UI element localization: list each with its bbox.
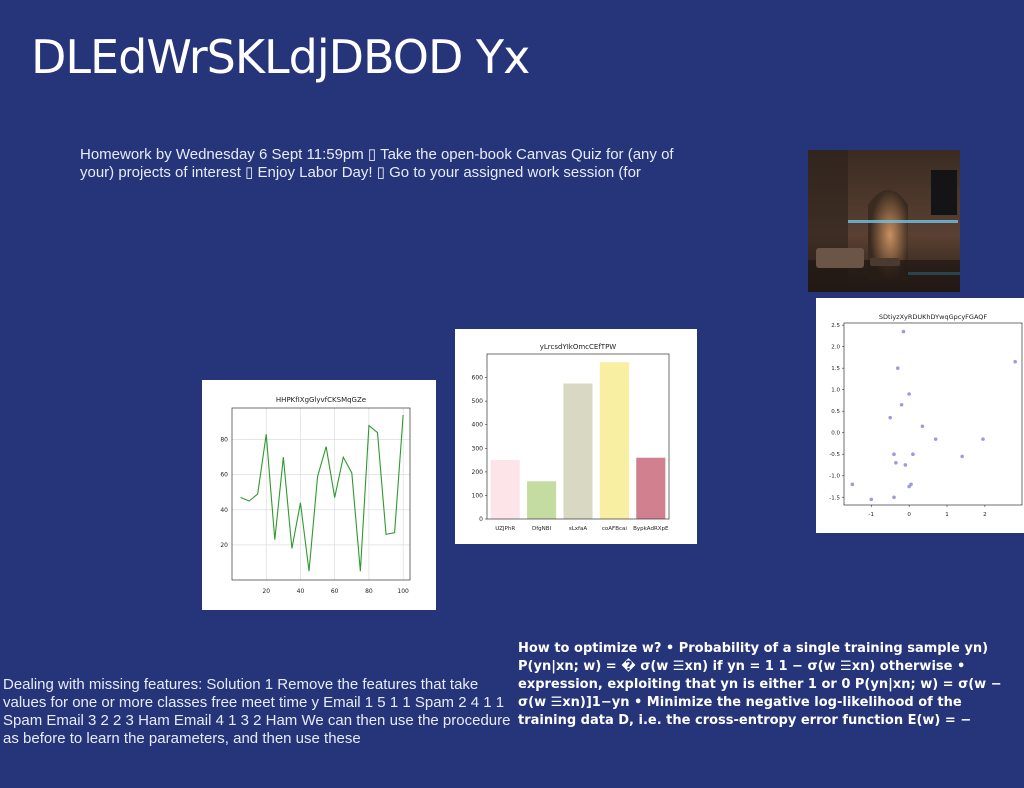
scatter-point (894, 461, 898, 465)
chart-title: yLrcsdYIkOmcCEfTPW (540, 343, 617, 351)
y-tick-label: 1.5 (831, 366, 840, 372)
x-tick-label: DfgNBI (532, 526, 552, 532)
x-tick-label: 80 (365, 588, 373, 595)
scatter-point (920, 424, 925, 429)
bar (527, 481, 557, 519)
scatter-point (850, 482, 855, 487)
scatter-point (911, 452, 915, 457)
x-tick-label: 20 (262, 588, 270, 595)
x-tick-label: coAFBcai (602, 526, 627, 532)
chart-title: SDtiyzXyRDUKhDYwqGpcyFGAQF (879, 313, 988, 321)
y-tick-label: -1.0 (829, 474, 840, 480)
plot-frame (486, 353, 670, 520)
scatter-point (907, 484, 911, 489)
y-tick-label: 100 (472, 492, 484, 499)
x-tick-label: sLxfaA (569, 526, 587, 532)
plot-frame (843, 322, 1023, 506)
y-tick-label: 1.0 (831, 388, 840, 394)
scatter-point (903, 463, 908, 467)
homework-text: Homework by Wednesday 6 Sept 11:59pm ▯ T… (80, 146, 674, 181)
bar (563, 383, 593, 519)
y-tick-label: 0.5 (831, 409, 840, 415)
y-tick-label: 500 (472, 398, 484, 405)
line-chart: HHPKfIXgGlyvfCKSMqGZe 20 40 60 80 100 20 40 60 80 (202, 380, 436, 610)
scatter-point (1013, 359, 1017, 364)
bar (490, 460, 520, 519)
plot-frame (231, 407, 411, 581)
x-tick-label: UZJPhR (495, 526, 515, 532)
y-tick-label: -1.5 (829, 495, 840, 501)
scatter-point (869, 497, 874, 502)
x-tick-label: BypkAdRXpE (633, 526, 669, 532)
scatter-point (892, 452, 896, 457)
x-tick-label: 100 (397, 588, 409, 595)
y-tick-label: 400 (472, 422, 484, 429)
y-tick-label: 300 (472, 445, 484, 452)
line-series (240, 414, 404, 572)
scatter-point (888, 415, 893, 420)
y-tick-label: 40 (220, 507, 228, 514)
scatter-point (895, 366, 900, 370)
y-tick-label: -0.5 (829, 452, 840, 458)
missing-features-text: Dealing with missing features: Solution … (3, 676, 511, 747)
x-tick-label: 0 (907, 512, 911, 518)
page-title: DLEdWrSKLdjDBOD Yx (31, 30, 530, 84)
scatter-point (981, 437, 985, 441)
bar (599, 362, 629, 519)
interior-photo (808, 150, 960, 292)
x-tick-label: -1 (869, 512, 874, 518)
scatter-point (960, 454, 964, 459)
y-tick-label: 200 (472, 469, 484, 476)
y-tick-label: 80 (220, 437, 228, 444)
scatter-point (933, 437, 938, 441)
y-tick-label: 600 (472, 375, 484, 382)
x-tick-label: 2 (983, 512, 987, 518)
chart-title: HHPKfIXgGlyvfCKSMqGZe (276, 396, 366, 404)
scatter-point (892, 495, 896, 500)
x-tick-label: 60 (331, 588, 339, 595)
y-tick-label: 0 (479, 516, 483, 523)
bar-chart: yLrcsdYIkOmcCEfTPW 0 100 200 300 400 500 600 UZJ… (455, 329, 697, 544)
y-tick-label: 2.0 (831, 345, 840, 351)
y-tick-label: 0.0 (831, 431, 840, 437)
optimize-text: How to optimize w? • Probability of a si… (518, 641, 1002, 728)
scatter-point (907, 392, 911, 396)
y-tick-label: 60 (220, 472, 228, 479)
x-tick-label: 1 (945, 512, 949, 518)
y-tick-label: 20 (220, 542, 228, 549)
x-tick-label: 40 (297, 588, 305, 595)
scatter-chart: SDtiyzXyRDUKhDYwqGpcyFGAQF -1 0 1 2 -1.5 -1.0 -… (816, 298, 1024, 533)
scatter-point (899, 402, 904, 407)
bar (636, 457, 666, 519)
y-tick-label: 2.5 (831, 323, 840, 329)
scatter-point (901, 329, 906, 334)
